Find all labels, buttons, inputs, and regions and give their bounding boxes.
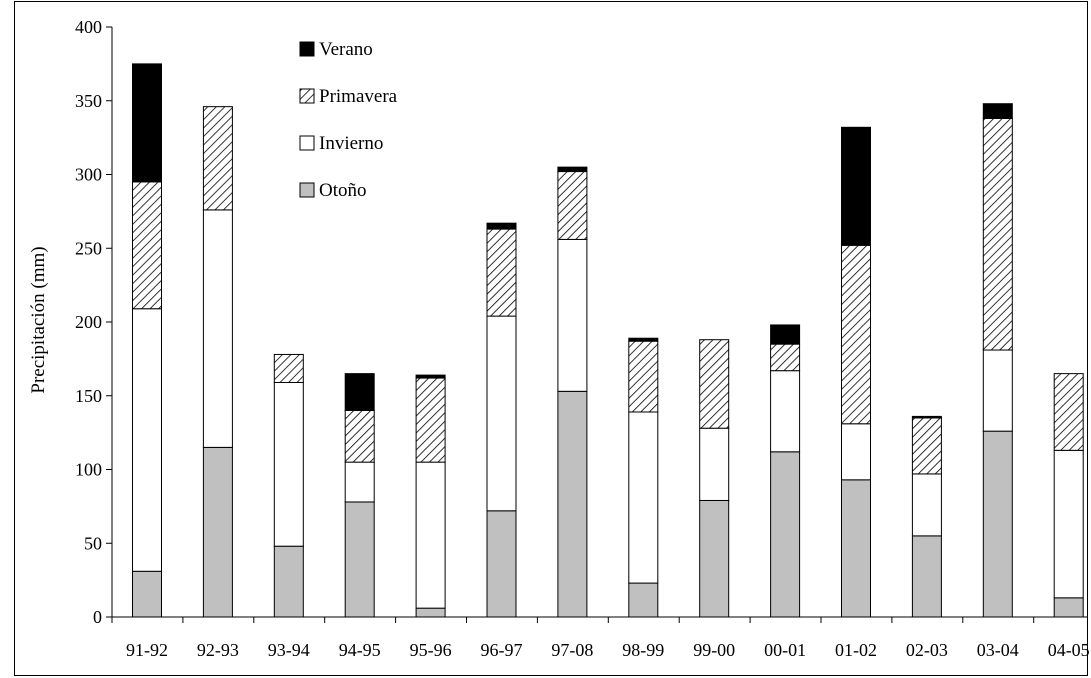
bar-segment-primavera (557, 171, 588, 240)
bar-segment-primavera (628, 340, 659, 413)
bar-segment-verano (132, 63, 162, 183)
y-tick-label: 0 (93, 607, 102, 627)
bar-segment-verano (841, 126, 871, 246)
bar-segment-primavera (1053, 373, 1084, 451)
legend-swatch-invierno (299, 135, 315, 151)
bar-segment-invierno (273, 381, 304, 547)
y-axis-title: Precipitación (mm) (28, 246, 49, 393)
legend-label: Primavera (319, 86, 398, 107)
x-tick-label: 04-05 (1048, 640, 1090, 660)
y-tick-labels: 0 50 100 150 200 250 300 350 400 (75, 17, 102, 627)
bar-segment-invierno (982, 349, 1013, 432)
chart-frame (14, 1, 1088, 676)
bar-segment-primavera (486, 228, 517, 317)
legend-swatch-primavera (299, 88, 315, 104)
y-tick-label: 300 (75, 165, 102, 185)
bar-segment-otoño (415, 607, 446, 618)
bar-segment-invierno (699, 427, 730, 501)
bar-segment-primavera (273, 353, 304, 383)
bar-segment-otoño (770, 451, 801, 618)
bar-segment-invierno (770, 370, 801, 453)
y-tick-label: 100 (75, 460, 102, 480)
x-tick-label: 96-97 (481, 640, 523, 660)
bar-segment-otoño (628, 582, 659, 618)
y-tick-label: 50 (84, 533, 102, 553)
bar-segment-invierno (415, 461, 446, 609)
bar-segment-otoño (557, 390, 588, 618)
bar-segment-otoño (273, 545, 304, 618)
bars-group (132, 63, 1084, 618)
bar-segment-invierno (628, 411, 659, 584)
legend-label: Invierno (319, 133, 383, 154)
x-tick-label: 97-08 (551, 640, 593, 660)
bar-segment-invierno (1053, 449, 1084, 599)
bar-segment-otoño (699, 499, 730, 618)
bar-segment-primavera (982, 117, 1013, 351)
bar-segment-invierno (202, 209, 233, 448)
bar-segment-primavera (841, 244, 871, 425)
bar-segment-invierno (911, 473, 942, 537)
x-tick-label: 99-00 (693, 640, 735, 660)
legend-swatch-otoño (299, 182, 315, 198)
bar-segment-primavera (344, 410, 375, 463)
bar-segment-invierno (344, 461, 375, 503)
bar-segment-primavera (415, 377, 446, 463)
bar-segment-invierno (132, 308, 162, 572)
y-tick-label: 150 (75, 386, 102, 406)
bar-segment-verano (486, 222, 517, 230)
bar-segment-verano (982, 103, 1013, 119)
bar-segment-primavera (202, 106, 233, 211)
x-tick-label: 94-95 (339, 640, 381, 660)
x-tick-label: 95-96 (410, 640, 452, 660)
bar-segment-otoño (841, 479, 871, 618)
bar-segment-verano (415, 374, 446, 379)
bar-segment-invierno (557, 238, 588, 392)
bar-segment-invierno (486, 315, 517, 512)
bar-segment-primavera (911, 417, 942, 475)
x-tick-label: 03-04 (977, 640, 1019, 660)
bar-segment-primavera (132, 181, 162, 310)
bar-segment-otoño (911, 535, 942, 618)
bar-segment-otoño (1053, 597, 1084, 618)
x-tick-label: 98-99 (622, 640, 664, 660)
y-tick-label: 350 (75, 91, 102, 111)
bar-segment-primavera (770, 343, 801, 372)
x-tick-label: 01-02 (835, 640, 877, 660)
bar-segment-otoño (132, 570, 162, 618)
bar-segment-otoño (202, 446, 233, 618)
x-tick-label: 00-01 (764, 640, 806, 660)
legend: Verano Primavera Invierno Otoño (299, 39, 398, 201)
bar-segment-otoño (982, 430, 1013, 618)
x-tick-label: 92-93 (197, 640, 239, 660)
bar-segment-otoño (486, 510, 517, 618)
x-tick-labels: 91-92 92-93 93-94 94-95 95-96 96-97 97-08 98-99… (126, 640, 1090, 660)
bar-segment-otoño (344, 501, 375, 618)
bar-segment-verano (557, 166, 588, 173)
bar-segment-invierno (841, 423, 871, 481)
bar-segment-primavera (699, 339, 730, 429)
legend-label: Otoño (319, 180, 367, 201)
bar-segment-verano (344, 373, 375, 411)
x-tick-label: 93-94 (268, 640, 310, 660)
y-tick-label: 400 (75, 17, 102, 37)
bar-segment-verano (911, 415, 942, 419)
y-tick-label: 200 (75, 312, 102, 332)
legend-label: Verano (319, 39, 373, 60)
legend-swatch-verano (299, 41, 315, 57)
bar-segment-verano (770, 324, 801, 345)
bar-segment-verano (628, 337, 659, 342)
x-tick-label: 91-92 (126, 640, 168, 660)
x-tick-label: 02-03 (906, 640, 948, 660)
y-tick-label: 250 (75, 238, 102, 258)
